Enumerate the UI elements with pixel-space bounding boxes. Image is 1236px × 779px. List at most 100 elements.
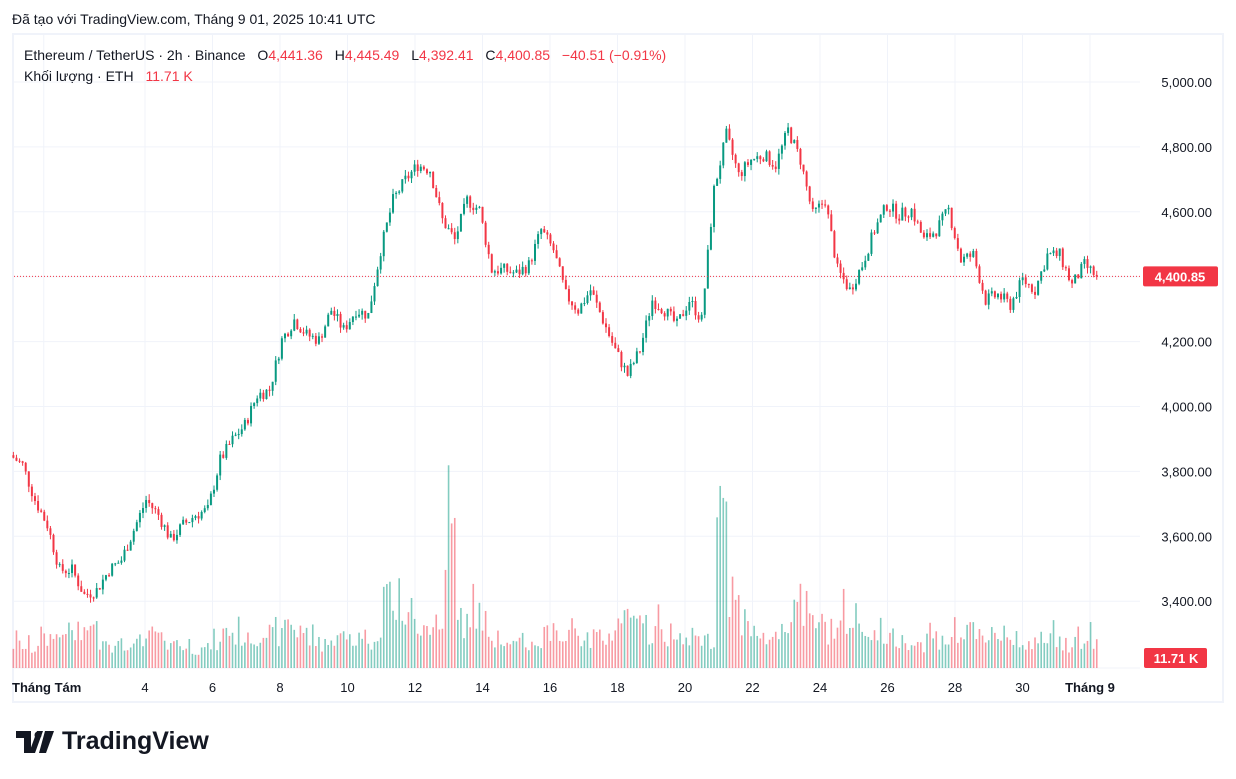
volume-bar [487, 636, 490, 668]
candle-body [521, 266, 524, 275]
candle-body [898, 218, 901, 221]
volume-bar [18, 640, 21, 668]
candle-body [858, 270, 861, 284]
volume-bar [333, 645, 336, 668]
candle-body [953, 228, 956, 239]
volume-bars [12, 465, 1098, 668]
candle-body [478, 206, 481, 208]
open-label: O [257, 47, 269, 63]
volume-bar [648, 644, 651, 668]
candle-body [543, 229, 546, 233]
x-tick-label: 10 [340, 680, 354, 695]
volume-bar [950, 637, 953, 668]
candle-body [1092, 266, 1095, 275]
candle-body [629, 363, 632, 376]
candle-body [910, 208, 913, 218]
candle-body [450, 228, 453, 233]
volume-bar [237, 616, 240, 668]
volume-bar [802, 625, 805, 668]
candle-body [1040, 271, 1043, 281]
candle-body [265, 389, 268, 400]
candle-body [746, 162, 749, 165]
volume-bar [1046, 643, 1049, 668]
volume-bar [771, 636, 774, 668]
candle-body [92, 597, 95, 599]
volume-bar [395, 619, 397, 668]
volume-bar [65, 634, 67, 668]
volume-bar [231, 632, 234, 668]
volume-bar [327, 644, 330, 668]
volume-bar [24, 648, 27, 668]
candle-body [851, 287, 854, 290]
volume-bar [1065, 637, 1067, 668]
tradingview-logo[interactable]: TradingView [16, 727, 209, 756]
volume-bar [608, 633, 610, 668]
volume-label[interactable]: Khối lượng · ETH [24, 68, 134, 84]
volume-bar [867, 636, 870, 668]
volume-bar [602, 640, 604, 668]
candle-body [790, 127, 793, 143]
volume-bar [617, 618, 620, 668]
candle-body [142, 508, 145, 513]
close-label: C [485, 47, 496, 63]
candle-body [885, 205, 888, 211]
volume-bar [876, 640, 879, 668]
volume-bar [882, 643, 885, 668]
volume-bar [716, 517, 718, 668]
volume-bar [478, 602, 481, 668]
candle-body [500, 267, 503, 274]
candle-body [830, 214, 833, 232]
candle-body [879, 214, 882, 223]
volume-bar [1009, 639, 1012, 668]
volume-bar [561, 641, 564, 668]
candle-body [546, 232, 549, 235]
symbol-label[interactable]: Ethereum / TetherUS · 2h · Binance [24, 47, 246, 63]
candle-body [617, 348, 620, 352]
candle-body [867, 253, 870, 261]
chart-frame[interactable] [12, 33, 1224, 703]
volume-bar [1021, 645, 1024, 668]
candle-body [645, 320, 648, 338]
volume-bar [244, 642, 246, 668]
volume-bar [830, 618, 833, 668]
volume-bar [207, 643, 209, 668]
candle-body [919, 221, 922, 233]
volume-bar [960, 637, 962, 668]
volume-bar [926, 633, 928, 668]
candle-body [154, 508, 157, 510]
volume-bar [534, 645, 536, 668]
candle-body [651, 300, 654, 317]
candle-body [18, 460, 21, 462]
volume-bar [129, 647, 132, 668]
candle-body [472, 207, 475, 210]
candle-body [157, 509, 160, 515]
candle-body [1009, 298, 1012, 310]
candle-body [299, 329, 302, 333]
volume-bar [620, 623, 623, 668]
candle-body [425, 169, 428, 174]
candle-body [191, 517, 194, 523]
candle-body [768, 151, 771, 165]
volume-bar [392, 610, 394, 668]
candle-body [490, 254, 493, 273]
volume-bar [410, 597, 413, 668]
candle-body [672, 311, 675, 321]
volume-bar [281, 628, 283, 668]
volume-bar [262, 637, 265, 668]
candle-body [642, 337, 645, 353]
volume-bar [308, 645, 311, 668]
volume-bar [632, 615, 635, 668]
volume-bar [379, 637, 382, 668]
candle-body [64, 570, 67, 574]
volume-bar [441, 628, 444, 668]
candle-body [1083, 259, 1086, 264]
volume-bar [12, 648, 15, 668]
volume-bar [321, 651, 323, 668]
volume-bar [95, 621, 98, 668]
volume-bar [460, 607, 462, 668]
candle-body [277, 358, 280, 361]
volume-bar [148, 630, 150, 668]
volume-bar [287, 619, 289, 668]
candle-body [129, 541, 132, 551]
